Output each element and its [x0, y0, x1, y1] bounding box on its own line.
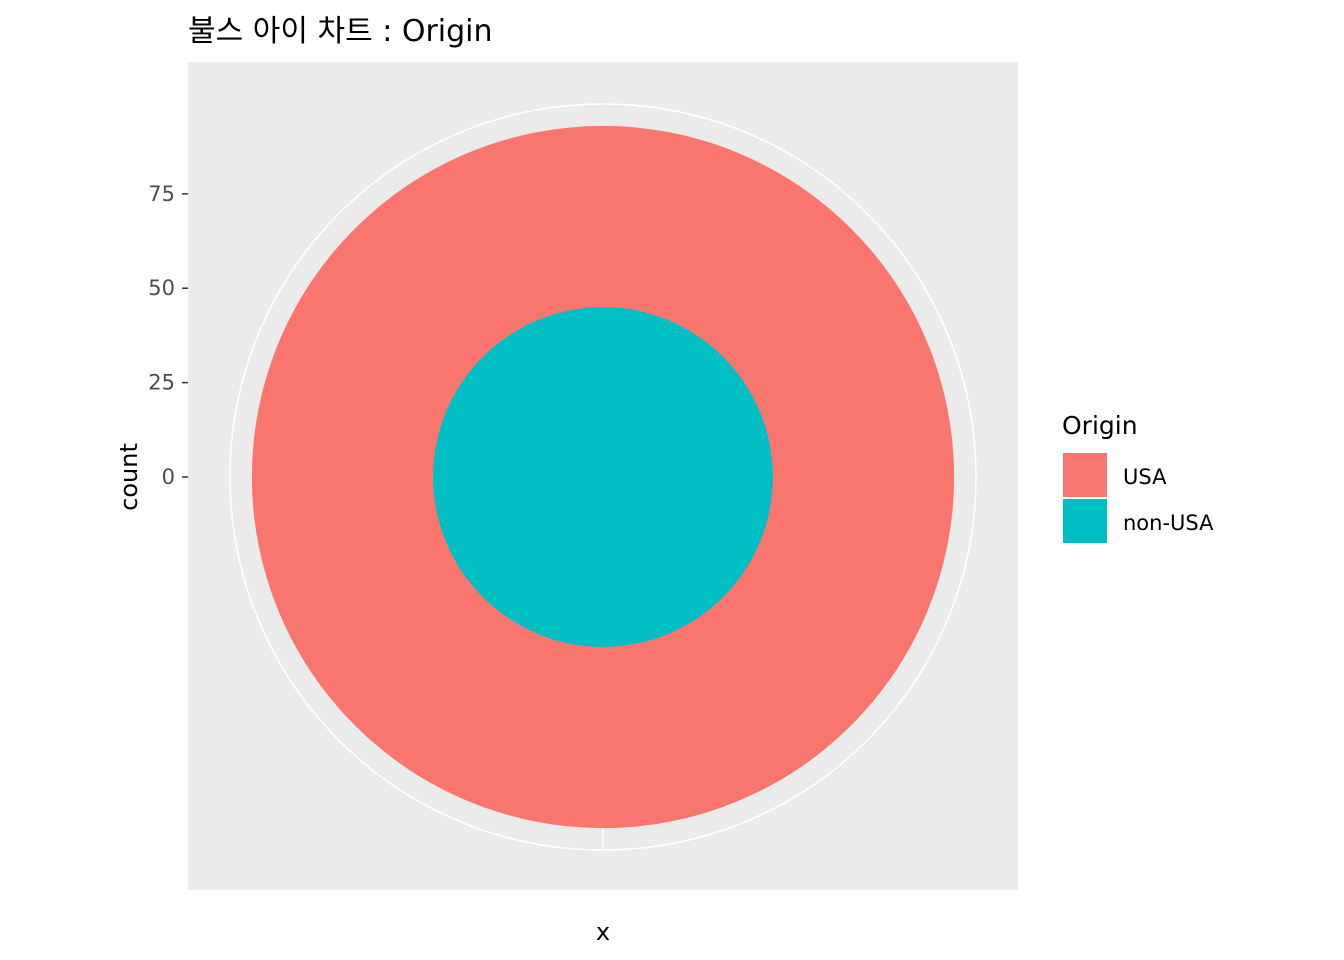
- x-axis-title: x: [596, 918, 610, 946]
- y-tick-label: 50: [148, 276, 175, 300]
- chart-title: 불스 아이 차트 : Origin: [188, 14, 493, 49]
- legend-label-usa: USA: [1123, 465, 1167, 489]
- legend-key-non-usa: [1063, 499, 1107, 543]
- plot-panel: [188, 62, 1018, 890]
- legend: Origin USA non-USA: [1062, 411, 1214, 543]
- y-axis-title: count: [115, 443, 143, 511]
- legend-label-non-usa: non-USA: [1123, 511, 1214, 535]
- y-tick-label: 25: [148, 371, 175, 395]
- legend-key-usa: [1063, 453, 1107, 497]
- y-tick-label: 0: [162, 465, 175, 489]
- legend-title: Origin: [1062, 411, 1138, 440]
- y-tick-label: 75: [148, 182, 175, 206]
- ring-non-usa: [433, 307, 773, 647]
- y-axis: 0 25 50 75: [148, 182, 188, 489]
